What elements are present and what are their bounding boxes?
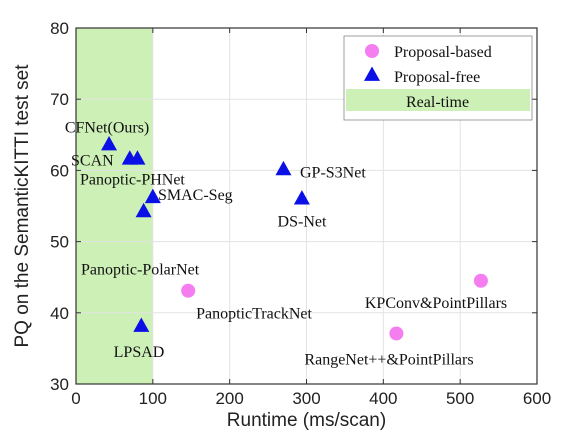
point-label: KPConv&PointPillars	[365, 295, 507, 312]
x-axis-label: Runtime (ms/scan)	[227, 410, 386, 431]
point-lpsad	[133, 317, 150, 332]
legend-realtime-band	[346, 89, 530, 111]
legend-marker-proposal-free	[364, 66, 380, 81]
x-tick-label: 0	[71, 389, 80, 408]
x-tick-label: 600	[523, 389, 551, 408]
point-label: LPSAD	[114, 344, 165, 361]
y-tick-label: 70	[50, 90, 69, 109]
point-label: RangeNet++&PointPillars	[304, 351, 473, 368]
legend: Proposal-based Proposal-free Real-time	[343, 35, 533, 121]
axes-layer: 0 100 200 300 400 500 600 30 40 50 60 70 80	[50, 19, 551, 408]
point-label: SCAN	[71, 153, 114, 170]
annotation-layer: PanopticTrackNet RangeNet++&PointPillars K…	[65, 119, 507, 368]
point-label: PanopticTrackNet	[196, 306, 312, 323]
marks-layer	[101, 135, 488, 341]
point-label: CFNet(Ours)	[65, 119, 149, 136]
point-ds-net	[293, 190, 310, 205]
legend-label: Proposal-free	[394, 69, 480, 86]
y-tick-label: 60	[50, 161, 69, 180]
point-panoptic-polarnet	[135, 202, 152, 218]
x-tick-label: 300	[292, 389, 320, 408]
x-tick-label: 200	[215, 389, 243, 408]
point-label: Panoptic-PHNet	[80, 172, 185, 189]
y-axis-label: PQ on the SemanticKITTI test set	[12, 64, 33, 348]
point-label: DS-Net	[278, 214, 327, 231]
y-tick-label: 40	[50, 304, 69, 323]
y-tick-label: 30	[50, 375, 69, 394]
x-tick-label: 100	[139, 389, 167, 408]
y-tick-label: 80	[50, 19, 69, 38]
legend-label: Proposal-based	[394, 44, 492, 61]
point-label: GP-S3Net	[300, 164, 366, 181]
point-kpconv-pointpillars	[473, 273, 488, 288]
point-rangenet-pointpillars	[389, 326, 404, 341]
point-panoptic-phnet	[129, 150, 146, 165]
legend-marker-proposal-based	[365, 44, 379, 58]
y-tick-label: 50	[50, 233, 69, 252]
point-gp-s3net	[275, 160, 292, 176]
point-panoptictracknet	[181, 283, 196, 298]
point-cfnet-ours-	[101, 135, 118, 151]
x-tick-label: 400	[369, 389, 397, 408]
point-label: SMAC-Seg	[158, 187, 233, 204]
legend-label: Real-time	[406, 94, 469, 111]
point-label: Panoptic-PolarNet	[81, 261, 200, 278]
point-smac-seg	[144, 188, 161, 204]
x-tick-label: 500	[446, 389, 474, 408]
